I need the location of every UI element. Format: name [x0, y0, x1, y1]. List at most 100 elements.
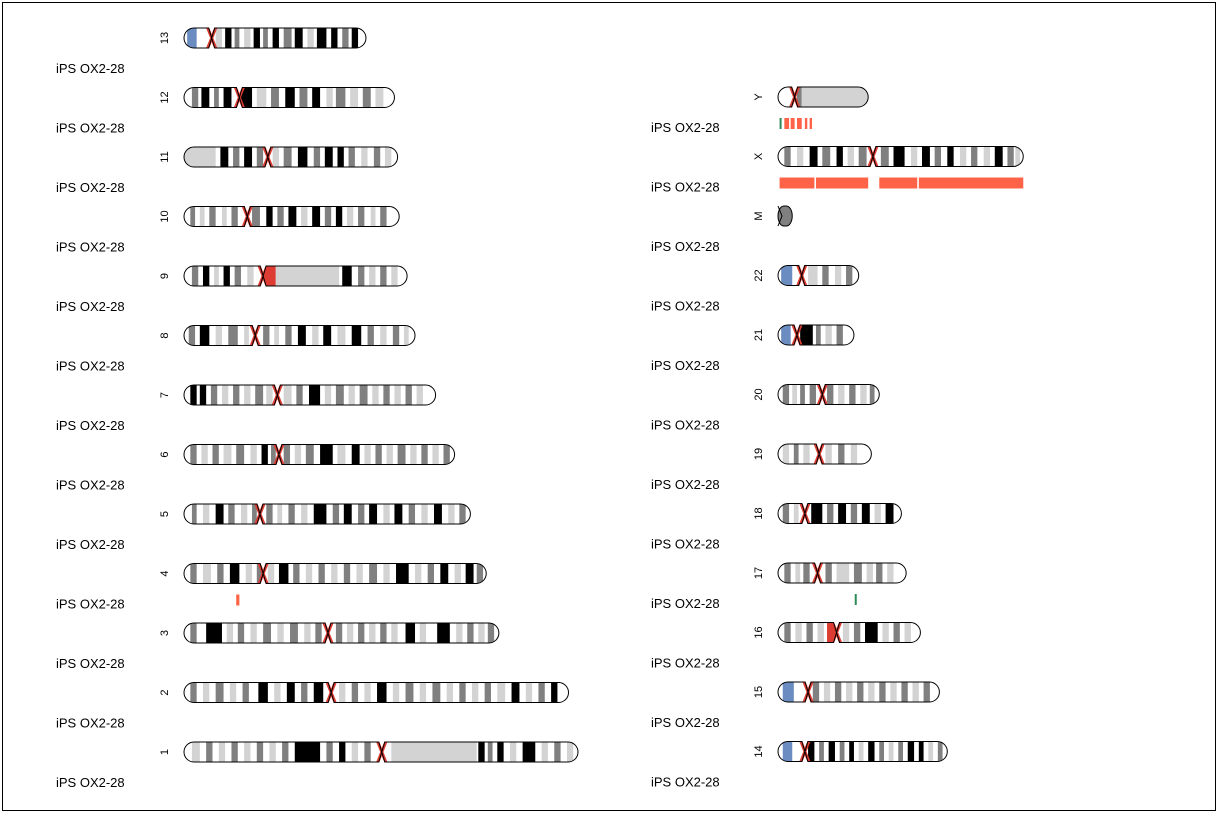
- chromosome-band: [301, 206, 308, 227]
- chromosome-band: [342, 266, 352, 286]
- chromosome-band: [487, 742, 493, 762]
- chromosome-band: [784, 563, 791, 583]
- chromosome-band: [511, 682, 520, 703]
- chromosome-band: [842, 622, 850, 643]
- chromosome-band: [351, 742, 359, 762]
- chromosome-band: [236, 444, 245, 465]
- chromosome-10: 10 iPS OX2-28: [56, 205, 400, 255]
- chromosome-band: [369, 266, 376, 286]
- chromosome-band: [258, 682, 268, 703]
- chromosome-band: [358, 206, 365, 227]
- chromosome-band: [784, 622, 791, 643]
- chromosome-band: [359, 385, 368, 405]
- chromosome-band: [274, 682, 281, 703]
- chromosome-band: [335, 623, 343, 643]
- chromosome-band: [285, 325, 292, 346]
- chromosome-band: [827, 503, 834, 524]
- chromosome-band: [497, 742, 504, 762]
- chromosome-band: [443, 444, 450, 465]
- chromosome-band: [309, 385, 321, 405]
- chromosome-band: [419, 682, 427, 703]
- chromosome-band: [343, 504, 352, 524]
- chromosome-band: [266, 385, 273, 405]
- chromosome-band: [454, 563, 461, 584]
- chromosome-band: [554, 742, 561, 762]
- chromosome-band: [391, 742, 477, 762]
- chromosome-band: [782, 741, 793, 762]
- chromosome-band: [346, 623, 354, 643]
- chromosome-band: [282, 742, 289, 762]
- chromosome-band: [223, 444, 232, 465]
- chromosome-band: [904, 622, 911, 643]
- sample-label: iPS OX2-28: [651, 120, 720, 135]
- q-arm-outline: [836, 622, 921, 643]
- band-group: [778, 741, 948, 762]
- chromosome-band: [206, 623, 222, 643]
- chromosome-band: [244, 742, 251, 762]
- chromosome-band: [861, 503, 870, 524]
- band-group: [778, 444, 872, 464]
- band-group: [778, 87, 869, 107]
- chromosome-band: [201, 87, 210, 108]
- chromosome-15: 15 iPS OX2-28: [651, 681, 940, 730]
- q-arm-outline: [330, 682, 570, 703]
- chromosome-band: [184, 147, 216, 167]
- chromosome-band: [928, 741, 934, 762]
- p-arm-outline: [183, 265, 264, 287]
- chromosome-band: [244, 147, 253, 167]
- q-arm-outline: [259, 503, 471, 525]
- chromosome-band: [541, 742, 548, 762]
- band-group: [184, 206, 400, 227]
- cnv-segment: [784, 118, 790, 129]
- chromosome-label: 12: [159, 91, 171, 103]
- chromosome-band: [266, 206, 273, 227]
- chromosome-band: [893, 622, 900, 643]
- chromosome-band: [825, 325, 832, 345]
- chromosome-band: [356, 563, 363, 584]
- chromosome-band: [803, 563, 810, 583]
- chromosome-label: 5: [159, 511, 171, 517]
- chromosome-band: [269, 742, 276, 762]
- chromosome-band: [800, 325, 813, 345]
- p-arm-outline: [777, 443, 820, 465]
- chromosome-band: [782, 682, 794, 702]
- band-group: [184, 87, 395, 108]
- chromosome-band: [497, 682, 506, 703]
- chromosome-band: [825, 444, 832, 464]
- chromosome-band: [190, 682, 197, 703]
- chromosome-label: M: [753, 211, 765, 220]
- chromosome-21: 21 iPS OX2-28: [651, 324, 855, 373]
- chromosome-band: [823, 682, 831, 702]
- chromosome-band: [410, 444, 417, 465]
- chromosome-band: [348, 147, 355, 167]
- chromosome-band: [437, 623, 450, 643]
- chromosome-band: [369, 623, 376, 643]
- chromosome-band: [815, 325, 821, 345]
- chromosome-label: 8: [159, 332, 171, 338]
- chromosome-band: [240, 87, 253, 108]
- cnv-segment: [796, 118, 802, 129]
- chromosome-band: [209, 206, 216, 227]
- band-group: [778, 682, 940, 702]
- q-arm-outline: [254, 325, 416, 346]
- chromosome-band: [272, 28, 279, 48]
- chromosome-band: [392, 682, 400, 703]
- chromosome-band: [277, 206, 284, 227]
- chromosome-band: [326, 742, 333, 762]
- sample-label: iPS OX2-28: [56, 656, 125, 671]
- sample-label: iPS OX2-28: [56, 61, 125, 76]
- chromosome-band: [283, 444, 291, 465]
- sample-label: iPS OX2-28: [56, 418, 125, 433]
- chromosome-band: [294, 28, 303, 48]
- band-group: [778, 622, 921, 643]
- chromosome-band: [781, 265, 793, 286]
- chromosome-label: 19: [753, 448, 765, 460]
- chromosome-band: [277, 623, 284, 643]
- chromosome-band: [362, 87, 371, 108]
- chromosome-band: [819, 741, 824, 762]
- chromosome-band: [266, 504, 273, 524]
- chromosome-band: [234, 28, 240, 48]
- p-arm-outline: [777, 146, 874, 167]
